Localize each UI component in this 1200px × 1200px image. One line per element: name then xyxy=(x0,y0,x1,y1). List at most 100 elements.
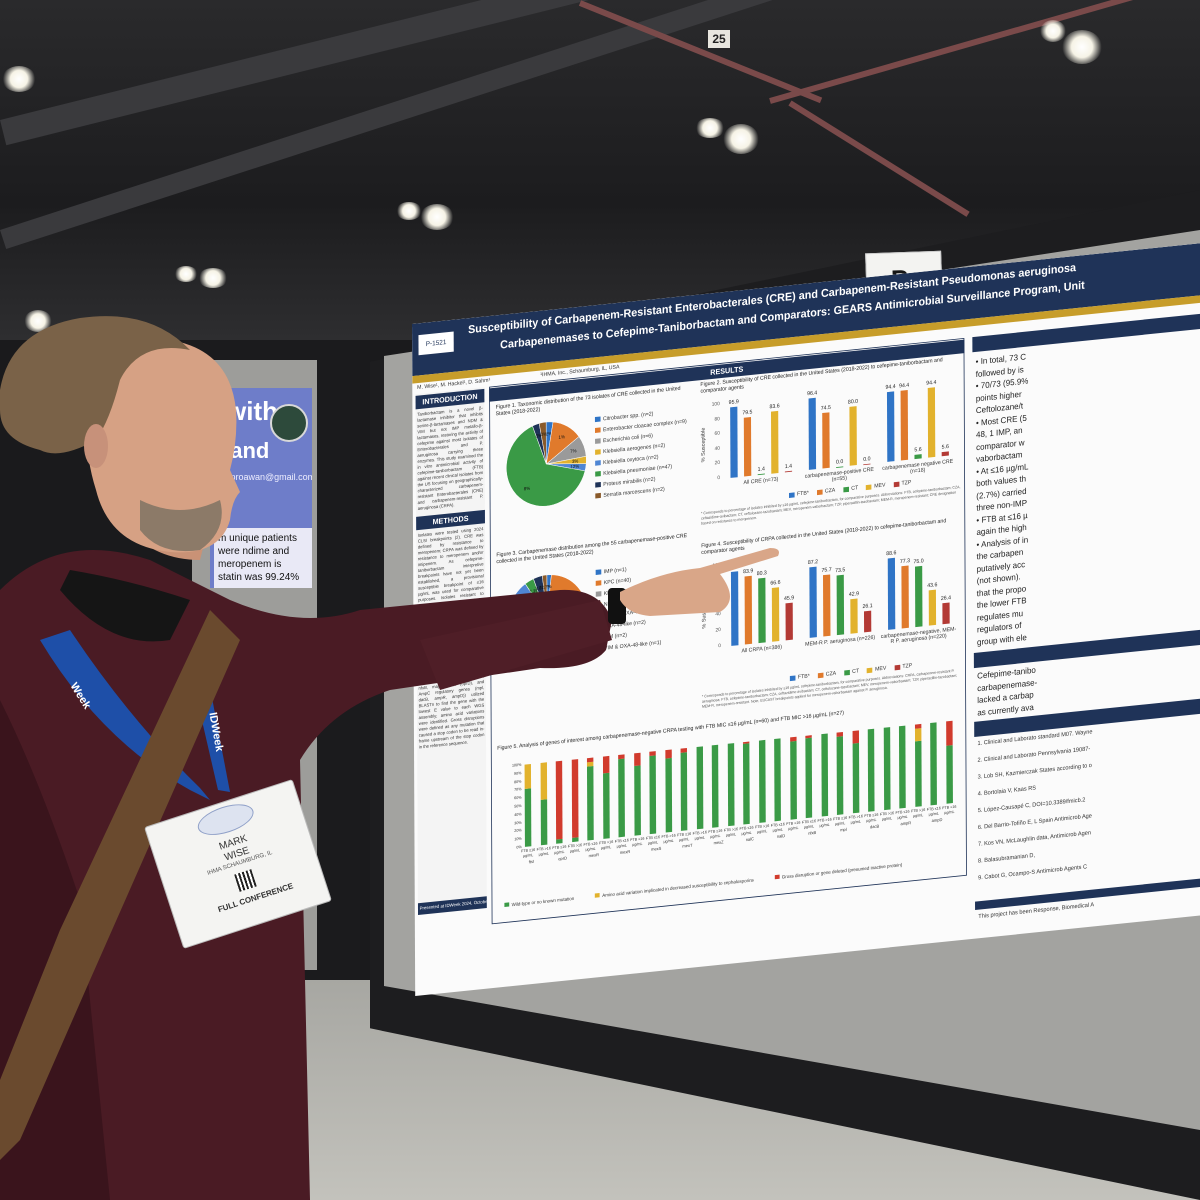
legend-swatch xyxy=(893,481,900,487)
methods-text: Isolates were tested using 2024 CLSI bre… xyxy=(417,526,485,751)
stacked-segment xyxy=(852,742,859,814)
research-poster: P-1521 Susceptibility of Carbapenem-Resi… xyxy=(412,242,1200,996)
legend-swatch xyxy=(595,613,602,619)
stacked-column xyxy=(664,749,672,833)
seal-icon xyxy=(270,404,308,442)
y-tick-label: 60 xyxy=(715,595,721,601)
pie-slice-label: 3% xyxy=(536,433,542,439)
bar-value-label: 95.9 xyxy=(728,398,739,406)
adjacent-poster-body: m unique patients were ndime and meropen… xyxy=(214,528,312,588)
x-column-label: FTB >16 µg/mL xyxy=(817,817,832,828)
text-line: 2. Clinical and Laborato Pennsylvania 19… xyxy=(977,746,1091,764)
x-column-label: FTB >16 µg/mL xyxy=(536,845,551,857)
stacked-segment xyxy=(867,728,875,812)
stacked-column xyxy=(883,727,891,811)
stacked-segment xyxy=(602,772,610,839)
bar xyxy=(836,575,844,636)
text-line: 5. López-Causapé C, DOI=10.3389/fmicb.2 xyxy=(977,797,1086,814)
stacked-segment xyxy=(930,722,937,806)
stacked-segment xyxy=(680,752,688,831)
bar-value-label: 80.0 xyxy=(847,398,859,406)
bar xyxy=(757,473,765,476)
stacked-column xyxy=(930,722,937,806)
lanyard-text: Week xyxy=(67,680,93,712)
stacked-column xyxy=(805,735,813,819)
bar xyxy=(941,602,950,625)
legend-swatch xyxy=(866,484,872,490)
legend-label: CZA xyxy=(825,670,837,678)
bar-value-label: 0.0 xyxy=(836,458,844,466)
x-column-label: FTB >16 µg/mL xyxy=(911,807,926,819)
bar xyxy=(927,387,935,458)
bar-value-label: 1.4 xyxy=(757,465,765,473)
pie-slice-label: 1.8% xyxy=(516,604,526,610)
zone-tag: 25 xyxy=(708,30,730,48)
legend-label: CT xyxy=(851,485,859,492)
fig1-legend: Citrobacter spp. (n=2) Enterobacter cloac… xyxy=(594,404,699,502)
bar-value-label: 42.9 xyxy=(848,590,859,598)
stacked-segment xyxy=(945,720,953,747)
x-column-label: FTB ≤16 µg/mL xyxy=(521,847,536,859)
y-tick-label: 80 xyxy=(714,416,720,423)
y-tick-label: 50% xyxy=(514,803,522,809)
stacked-column xyxy=(914,723,922,807)
stacked-column xyxy=(836,731,844,815)
x-column-label: FTB >16 µg/mL xyxy=(723,826,739,838)
x-column-label: FTB ≤16 µg/mL xyxy=(583,841,598,852)
stacked-column xyxy=(742,741,750,825)
y-axis-label: % Susceptible xyxy=(701,593,708,629)
stacked-segment xyxy=(836,731,843,737)
bar-value-label: 87.2 xyxy=(807,559,819,567)
pie-slice-label: 3.6% xyxy=(513,614,523,620)
pie-slice-label: 1.8% xyxy=(522,594,532,600)
bar-value-label: 26.1 xyxy=(862,602,873,610)
legend-label: KPC (n=40) xyxy=(603,577,632,586)
bar-value-label: 92.0 xyxy=(729,563,740,571)
legend-label: IMP (n=1) xyxy=(603,566,627,575)
stacked-column xyxy=(602,755,610,839)
bar xyxy=(757,577,766,644)
stacked-segment xyxy=(586,761,594,767)
stacked-segment xyxy=(649,755,657,835)
bar-value-label: 43.6 xyxy=(927,582,938,589)
stacked-column xyxy=(618,754,625,838)
introduction-text: Taniborbactam is a novel β-lactamase inh… xyxy=(417,405,484,512)
legend-label: CZA xyxy=(824,487,836,495)
y-axis-label: % Susceptible xyxy=(700,427,707,463)
pie-slice-label: 7% xyxy=(570,448,576,454)
pie-slice xyxy=(506,425,586,507)
stacked-segment xyxy=(852,730,859,744)
x-column-label: FTB >16 µg/mL xyxy=(755,823,770,835)
bar xyxy=(849,598,858,634)
x-column-label: FTB ≤16 µg/mL xyxy=(645,834,661,846)
legend-label: FTB* xyxy=(796,490,809,498)
x-column-label: FTB ≤16 µg/mL xyxy=(864,812,879,823)
bar-value-label: 0.0 xyxy=(863,456,871,463)
x-column-label: FTB >16 µg/mL xyxy=(848,813,863,825)
stacked-segment xyxy=(540,762,547,801)
text-line: 3. Lob SH, Kazmierczak States according … xyxy=(977,762,1092,781)
y-tick-label: 70% xyxy=(514,787,522,793)
x-column-label: FTB ≤16 µg/mL xyxy=(614,837,629,849)
legend-swatch xyxy=(789,675,796,681)
bar-value-label: 66.6 xyxy=(770,579,781,587)
stacked-segment xyxy=(774,738,781,822)
bar-value-label: 1.4 xyxy=(784,463,793,470)
text-line: 9. Cabot G, Ocampo-S Antimicrob Agents C xyxy=(978,864,1088,882)
legend-label: NDM (n=4) xyxy=(603,599,630,608)
x-column-label: FTB ≤16 µg/mL xyxy=(895,809,910,820)
text-line: 4. Bortolaia V, Kaas RS xyxy=(977,785,1037,798)
legend-label: TZP xyxy=(902,662,913,670)
bar xyxy=(821,412,830,469)
qr-code-icon xyxy=(234,869,257,892)
bar-value-label: 45.9 xyxy=(784,594,795,602)
stacked-segment xyxy=(586,765,594,841)
bar xyxy=(784,470,792,473)
legend-swatch xyxy=(843,486,849,492)
y-tick-label: 60 xyxy=(714,431,720,437)
stacked-segment xyxy=(742,743,750,825)
stacked-segment xyxy=(789,736,797,742)
stacked-column xyxy=(945,720,953,804)
bar-value-label: 96.4 xyxy=(807,390,818,398)
stacked-segment xyxy=(571,837,579,843)
